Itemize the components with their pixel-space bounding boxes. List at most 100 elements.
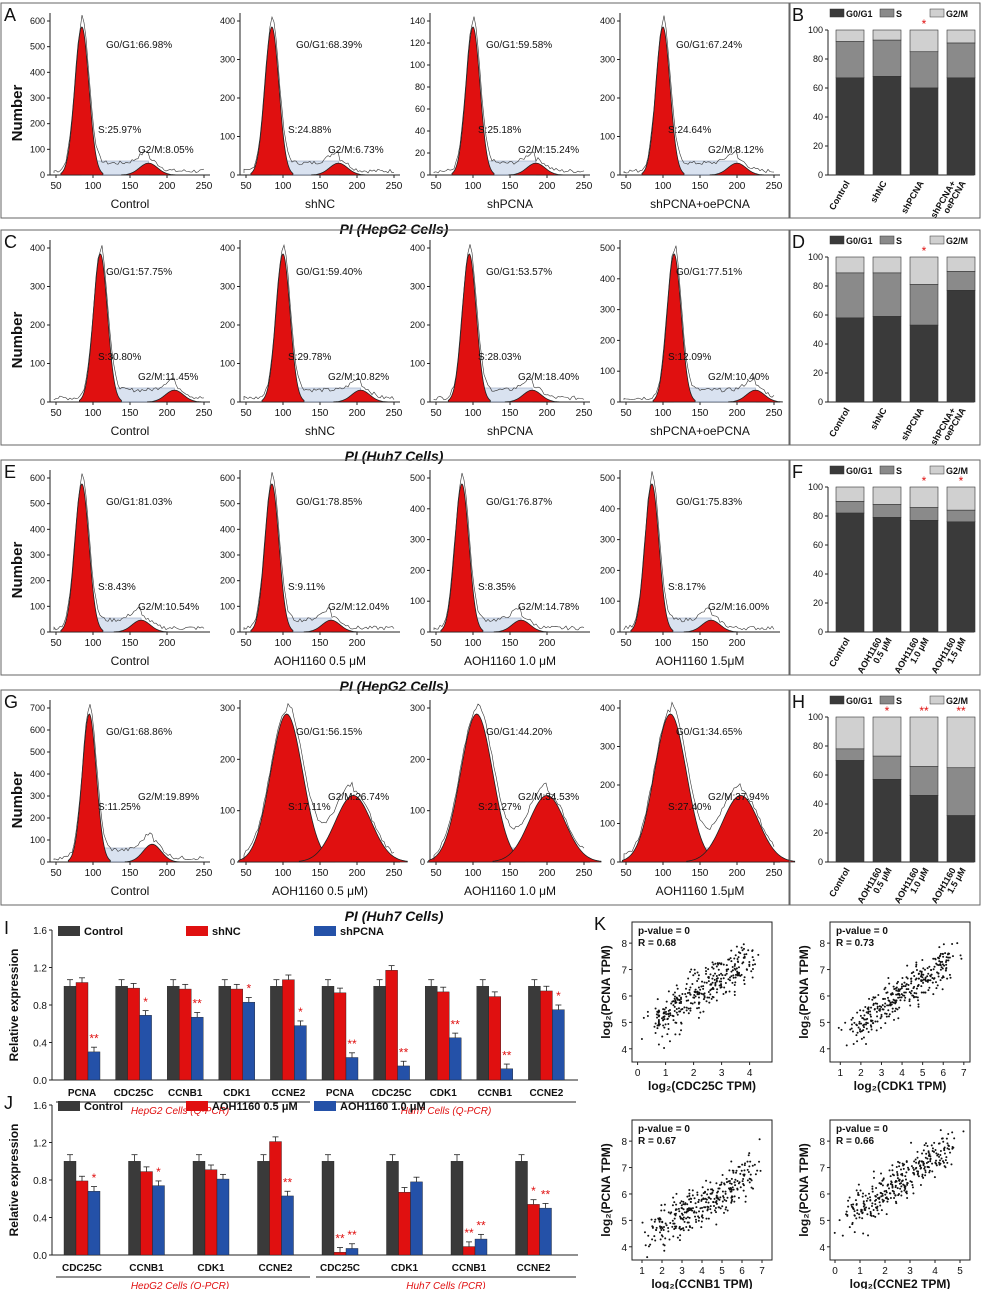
scatter-point: [921, 1152, 924, 1155]
scatter-point: [921, 1175, 924, 1178]
scatter-point: [718, 980, 721, 983]
legend-label: Control: [84, 1101, 123, 1113]
y-axis-title: Number: [9, 85, 26, 142]
significance-mark: *: [922, 17, 927, 31]
scatter-point: [709, 1181, 712, 1184]
bar-s: [946, 767, 976, 816]
bar-g0g1: [872, 517, 902, 633]
scatter-point: [927, 1166, 930, 1169]
scatter-point: [691, 1194, 694, 1197]
legend-swatch: [829, 8, 845, 18]
scatter-point: [855, 1024, 858, 1027]
scatter-point: [883, 988, 886, 991]
scatter-point: [919, 1167, 922, 1170]
scatter-point: [721, 1205, 724, 1208]
x-tick-label: 250: [766, 181, 783, 192]
x-tick-label: 50: [620, 181, 632, 192]
scatter-point: [931, 1147, 934, 1150]
scatter-point: [895, 1202, 898, 1205]
legend-label: G0/G1: [846, 466, 873, 476]
scatter-point: [667, 990, 670, 993]
significance-mark: **: [476, 1219, 486, 1233]
scatter-point: [917, 1003, 920, 1006]
scatter-point: [751, 968, 754, 971]
y-tick-label: 1.2: [33, 1139, 47, 1150]
scatter-point: [932, 968, 935, 971]
r-value-text: R = 0.67: [638, 1136, 677, 1147]
scatter-point: [870, 1028, 873, 1031]
scatter-point: [872, 1176, 875, 1179]
histogram-envelope: [53, 14, 205, 173]
scatter-point: [947, 959, 950, 962]
scatter-point: [902, 985, 905, 988]
scatter-point: [866, 1017, 869, 1020]
x-tick-label: 6: [940, 1068, 946, 1079]
scatter-point: [703, 995, 706, 998]
scatter-point: [676, 1236, 679, 1239]
g0g1-peak: [652, 253, 696, 403]
y-tick-label: 8: [819, 939, 825, 950]
scatter-point: [716, 1196, 719, 1199]
scatter-point: [861, 1017, 864, 1020]
scatter-point: [862, 1232, 865, 1235]
scatter-point: [931, 981, 934, 984]
scatter-point: [916, 996, 919, 999]
histogram-envelope: [433, 703, 585, 860]
g0g1-percent: G0/G1:56.15%: [296, 727, 362, 738]
scatter-point: [679, 1002, 682, 1005]
bar-s: [835, 748, 865, 761]
scatter-point: [743, 956, 746, 959]
scatter-point: [904, 1187, 907, 1190]
scatter-point: [847, 1199, 850, 1202]
category-label: CCNB1: [452, 1263, 487, 1274]
scatter-point: [702, 998, 705, 1001]
legend-swatch: [879, 8, 895, 18]
scatter-point: [875, 1187, 878, 1190]
scatter-point: [910, 1141, 913, 1144]
scatter-point: [906, 1166, 909, 1169]
scatter-point: [718, 1206, 721, 1209]
bar-g0g1: [835, 760, 865, 863]
scatter-point: [879, 1017, 882, 1020]
panel-letter: G: [4, 692, 18, 712]
significance-mark: *: [531, 1184, 536, 1198]
scatter-point: [927, 1151, 930, 1154]
scatter-point: [920, 970, 923, 973]
scatter-point: [879, 1204, 882, 1207]
scatter-point: [712, 963, 715, 966]
y-tick-label: 100: [808, 252, 823, 262]
scatter-point: [922, 1176, 925, 1179]
scatter-point: [728, 979, 731, 982]
scatter-point: [850, 1027, 853, 1030]
legend-swatch: [829, 695, 845, 705]
scatter-point: [893, 988, 896, 991]
scatter-point: [897, 996, 900, 999]
scatter-point: [675, 1021, 678, 1024]
scatter-point: [667, 1022, 670, 1025]
scatter-point: [902, 1164, 905, 1167]
bar-2: [449, 1037, 462, 1081]
scatter-point: [701, 1186, 704, 1189]
scatter-point: [733, 1200, 736, 1203]
category-label: CCNE2: [259, 1263, 293, 1274]
y-axis-title: log₂(PCNA TPM): [599, 945, 613, 1039]
panel-letter: C: [4, 232, 17, 252]
scatter-point: [673, 1217, 676, 1220]
scatter-point: [903, 1189, 906, 1192]
scatter-point: [730, 1201, 733, 1204]
bar-2: [242, 1001, 256, 1081]
significance-mark: **: [347, 1037, 357, 1051]
scatter-point: [889, 993, 892, 996]
scatter-point: [879, 1182, 882, 1185]
scatter-point: [907, 984, 910, 987]
bar-g2m: [835, 716, 865, 750]
scatter-point: [869, 1024, 872, 1027]
scatter-point: [662, 1024, 665, 1027]
scatter-point: [917, 972, 920, 975]
scatter-point: [893, 1192, 896, 1195]
scatter-point: [959, 954, 962, 957]
legend-label: G0/G1: [846, 9, 873, 19]
